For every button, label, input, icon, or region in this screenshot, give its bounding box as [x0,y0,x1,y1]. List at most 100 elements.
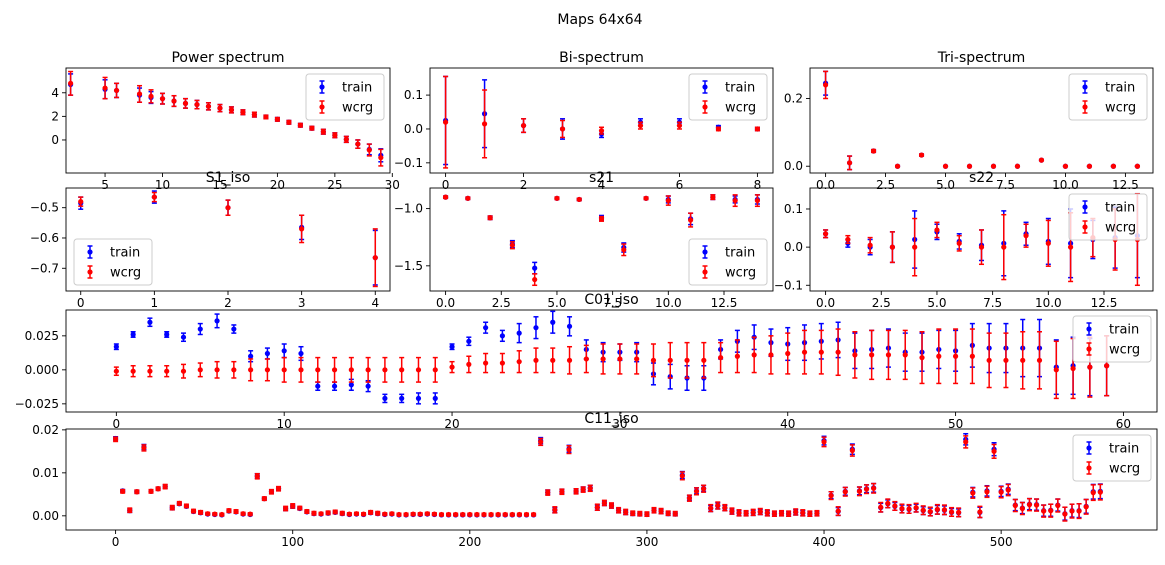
x-tick-label: 8 [754,178,762,192]
x-tick-label: 2.5 [872,296,891,310]
data-point [1134,163,1141,169]
data-point [120,488,126,494]
x-tick-label: 300 [635,535,658,549]
data-point [718,355,724,361]
data-point [1055,502,1061,509]
data-point [360,511,367,517]
data-point [676,122,683,129]
data-point [969,353,975,359]
data-point [566,323,573,329]
data-point [432,395,438,401]
legend-item-wcrg: wcrg [1086,342,1140,358]
legend-item-train: train [1086,441,1139,457]
x-tick-label: 0.0 [816,296,835,310]
data-point [650,357,657,363]
x-tick-label: 20 [270,178,285,192]
legend-marker [87,269,93,275]
data-point [375,510,381,516]
data-point [159,96,166,102]
subplot-s21: s21 0.0 2.5 5.0 7.5 10.0 12.5 −1.0 −1.5 train wcrg [394,170,774,310]
data-point [365,367,371,373]
y-tick-label: −0.5 [30,201,59,215]
data-point [878,504,884,510]
data-point [228,107,235,113]
legend-box [688,238,768,286]
data-point [248,353,254,359]
data-point [487,215,493,221]
legend-box [1068,193,1148,241]
series-wcrg [113,328,1110,400]
data-point [715,126,722,132]
data-point [415,367,422,373]
data-point [927,508,933,515]
data-point [842,489,848,495]
figure-title: Maps 64x64 [557,12,642,28]
data-point [1012,502,1018,509]
data-point [304,508,310,515]
data-point [754,197,761,204]
data-point [516,330,522,336]
data-point [566,447,572,453]
data-point [615,507,622,513]
data-point [822,82,829,88]
data-point [942,163,949,169]
data-point [113,344,119,350]
data-point [248,367,254,373]
data-point [966,163,973,169]
data-point [378,155,384,161]
data-point [499,360,505,366]
data-point [382,395,388,401]
axes-frame [429,187,774,292]
data-point [906,506,912,512]
data-point [1048,508,1054,514]
y-tick-label: −0.1 [394,156,423,170]
data-point [846,160,853,166]
data-point [634,356,640,362]
data-point [214,318,220,324]
data-point [488,511,494,518]
subplot-title: Tri-spectrum [937,50,1025,66]
x-tick-label: 4 [598,178,606,192]
legend: train wcrg [1068,73,1148,121]
data-point [889,244,896,250]
data-point [332,509,338,515]
x-tick-label: 0 [442,178,450,192]
y-tick-label: −0.6 [30,231,59,245]
data-point [320,129,326,135]
x-tick-label: 5.0 [927,296,946,310]
data-point [1087,364,1093,370]
x-tick-label: 400 [813,535,836,549]
data-point [183,503,190,509]
data-point [977,509,983,515]
data-point [396,511,402,518]
data-point [919,355,925,361]
data-point [693,488,700,494]
data-point [365,383,371,389]
x-tick-label: 0 [77,296,85,310]
legend-item-wcrg: wcrg [702,265,756,281]
data-point [481,121,488,127]
legend-marker [1086,346,1092,352]
data-point [194,101,200,108]
legend-label: wcrg [1109,462,1140,477]
data-point [554,195,560,201]
data-point [1003,357,1009,363]
data-point [870,148,877,154]
data-point [1062,163,1069,169]
data-point [297,505,303,511]
subplot-title: s21 [589,170,614,186]
data-point [934,506,940,512]
data-point [672,511,678,517]
data-point [1083,504,1089,510]
data-point [399,395,405,401]
axes-frame [65,67,391,174]
data-point [382,511,388,517]
data-point [941,507,948,513]
legend: train wcrg [688,238,768,286]
subplot-bispec: Bi-spectrum 0 2 4 6 8 −0.1 0.0 0.1 train wcrg [394,50,774,192]
data-point [1001,244,1007,250]
data-point [231,326,237,332]
data-point [679,473,685,479]
legend-item-wcrg: wcrg [319,100,373,116]
legend-marker [702,104,708,110]
